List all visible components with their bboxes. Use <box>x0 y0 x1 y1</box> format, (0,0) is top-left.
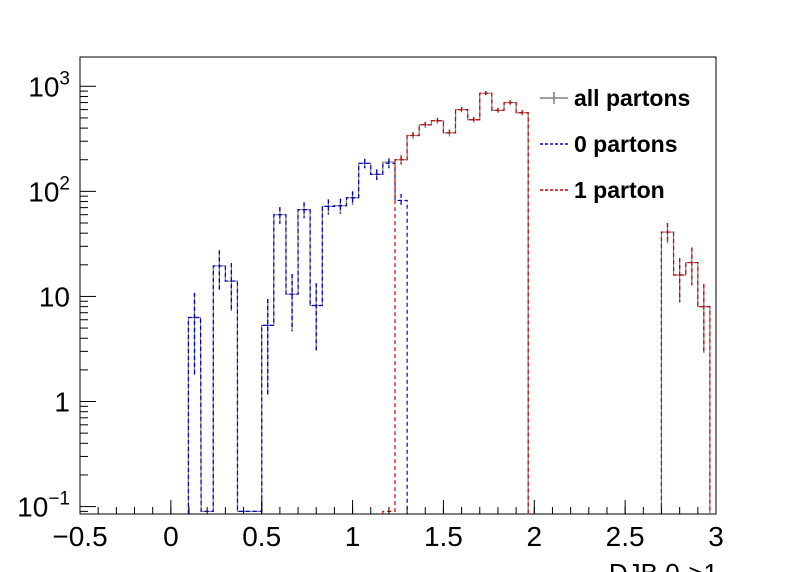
x-tick-label: 0 <box>163 521 179 552</box>
data-point-1-8 <box>291 293 293 296</box>
y-tick-label: 1 <box>54 387 70 418</box>
data-point-1-10 <box>315 304 318 307</box>
data-point-1-9 <box>303 208 305 211</box>
x-tick-label: −0.5 <box>52 521 107 552</box>
data-point-1-15 <box>375 173 378 176</box>
series-line-1 <box>187 162 408 514</box>
data-point-2-11 <box>521 111 523 114</box>
data-point-2-9 <box>497 109 499 112</box>
legend-label: 0 partons <box>574 131 678 157</box>
data-point-1-11 <box>327 205 330 208</box>
x-tick-label: 2.5 <box>606 521 645 552</box>
x-tick-label: 3 <box>708 521 724 552</box>
y-tick-label: 102 <box>28 173 70 207</box>
y-tick-label: 10 <box>39 281 70 312</box>
legend-entry-2: 1 parton <box>540 177 665 203</box>
data-point-1-7 <box>279 213 281 216</box>
legend: all partons 0 partons 1 parton <box>540 85 690 203</box>
legend-label: 1 parton <box>574 177 665 203</box>
plot-frame-border <box>79 56 717 515</box>
legend-label: all partons <box>574 85 690 111</box>
data-point-2-15 <box>703 305 705 308</box>
x-tick-label: 1.5 <box>424 521 463 552</box>
data-point-2-10 <box>509 101 511 104</box>
data-point-2-6 <box>460 108 463 111</box>
y-tick-label: 103 <box>28 68 70 102</box>
data-point-2-14 <box>691 261 693 264</box>
x-tick-label: 0.5 <box>242 521 281 552</box>
series-group <box>187 91 711 514</box>
x-tick-label: 1 <box>345 521 361 552</box>
x-tick-label: 2 <box>526 521 542 552</box>
legend-entry-1: 0 partons <box>540 131 678 157</box>
series-1-parton <box>382 91 711 514</box>
data-point-1-6 <box>266 324 269 327</box>
data-point-2-4 <box>436 119 439 122</box>
data-point-2-12 <box>666 231 669 233</box>
data-point-1-2 <box>218 265 221 267</box>
data-point-2-1 <box>400 158 402 161</box>
data-point-1-0 <box>193 316 196 319</box>
data-point-1-12 <box>339 204 342 207</box>
plot-frame <box>79 56 717 515</box>
data-point-2-13 <box>678 274 681 276</box>
data-point-1-16 <box>388 162 390 165</box>
data-point-2-7 <box>472 118 475 121</box>
axes: −0.5 0 0.5 1 1.5 2 2.5 3 10−1 1 10 102 103 <box>17 68 724 552</box>
data-point-1-14 <box>363 162 366 165</box>
data-point-2-5 <box>448 132 451 134</box>
x-axis-title: DJB 0->1 <box>609 558 718 572</box>
y-tick-label: 10−1 <box>17 489 70 523</box>
series-0-partons <box>187 158 408 514</box>
data-point-1-3 <box>230 280 233 282</box>
data-point-2-3 <box>424 124 427 126</box>
data-point-1-17 <box>400 199 402 202</box>
data-point-2-2 <box>412 134 414 137</box>
legend-entry-0: all partons <box>540 85 690 111</box>
data-point-1-13 <box>351 196 354 199</box>
data-point-2-8 <box>484 92 487 94</box>
